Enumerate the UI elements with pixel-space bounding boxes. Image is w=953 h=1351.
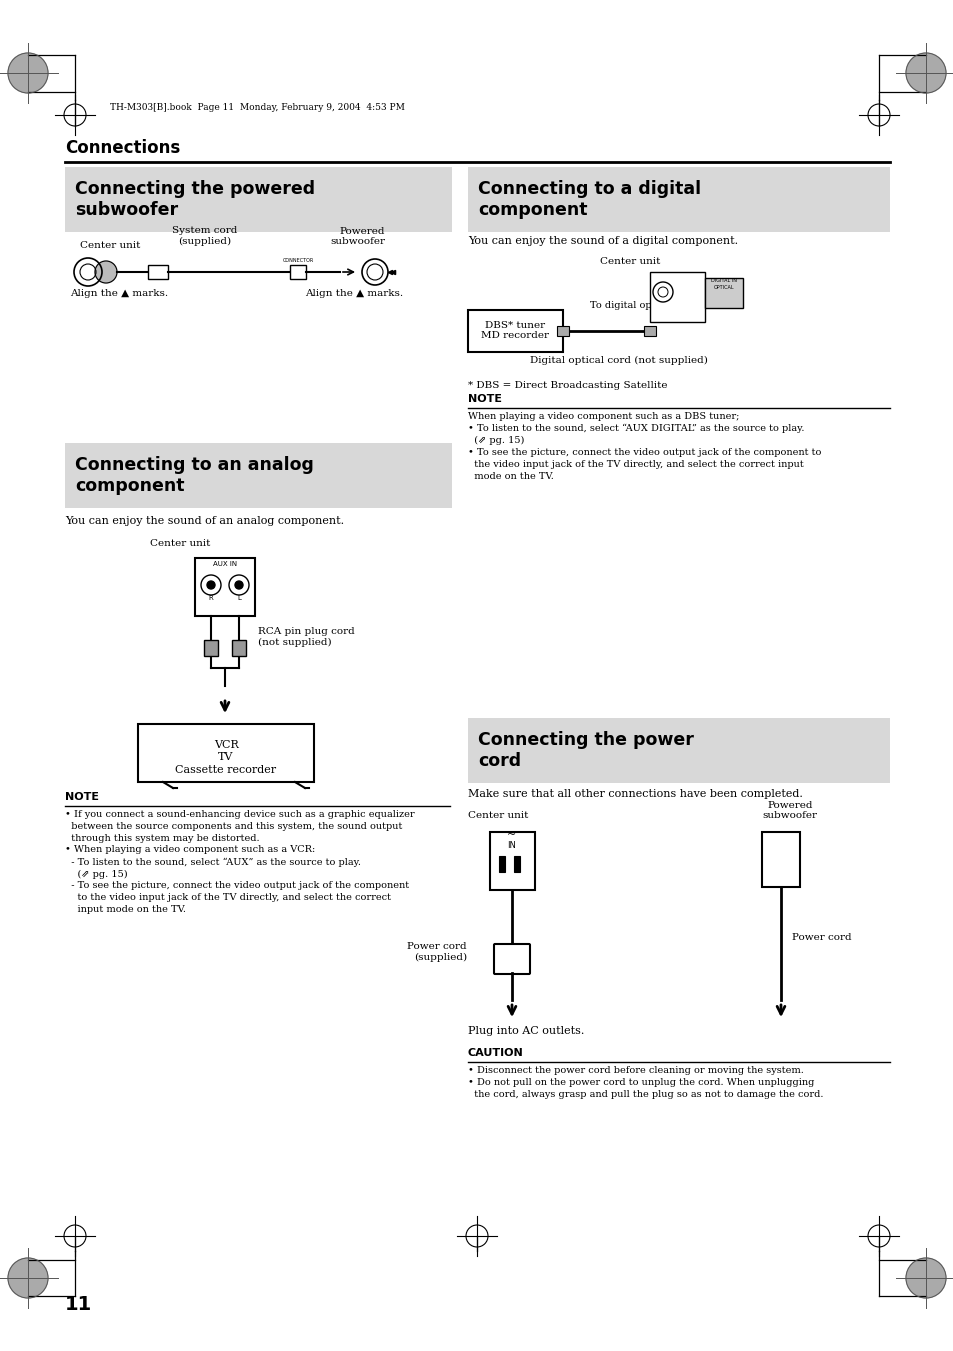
FancyBboxPatch shape <box>468 168 889 232</box>
Text: DIGITAL IN: DIGITAL IN <box>710 278 737 282</box>
Text: Power cord: Power cord <box>791 934 851 942</box>
FancyBboxPatch shape <box>65 443 452 508</box>
Text: Powered
subwoofer: Powered subwoofer <box>761 801 817 820</box>
FancyBboxPatch shape <box>194 558 254 616</box>
Text: Connecting to an analog
component: Connecting to an analog component <box>75 455 314 496</box>
FancyBboxPatch shape <box>65 168 452 232</box>
FancyBboxPatch shape <box>761 832 800 888</box>
FancyBboxPatch shape <box>138 724 314 782</box>
Text: Connecting the power
cord: Connecting the power cord <box>477 731 693 770</box>
FancyBboxPatch shape <box>290 265 306 280</box>
Text: • Disconnect the power cord before cleaning or moving the system.
• Do not pull : • Disconnect the power cord before clean… <box>468 1066 822 1098</box>
Text: Make sure that all other connections have been completed.: Make sure that all other connections hav… <box>468 789 802 798</box>
FancyBboxPatch shape <box>643 326 656 336</box>
FancyBboxPatch shape <box>490 832 535 890</box>
Text: You can enjoy the sound of a digital component.: You can enjoy the sound of a digital com… <box>468 236 738 246</box>
Text: TH-M303[B].book  Page 11  Monday, February 9, 2004  4:53 PM: TH-M303[B].book Page 11 Monday, February… <box>110 103 404 112</box>
FancyBboxPatch shape <box>468 309 562 353</box>
Text: To digital optical output: To digital optical output <box>589 301 708 309</box>
Text: Digital optical cord (not supplied): Digital optical cord (not supplied) <box>530 355 707 365</box>
Text: Plug into AC outlets.: Plug into AC outlets. <box>468 1025 584 1036</box>
Text: Connecting to a digital
component: Connecting to a digital component <box>477 180 700 219</box>
FancyBboxPatch shape <box>557 326 568 336</box>
Text: 11: 11 <box>65 1296 92 1315</box>
FancyBboxPatch shape <box>204 640 218 657</box>
Text: ~: ~ <box>507 830 517 840</box>
Text: CAUTION: CAUTION <box>468 1048 523 1058</box>
Text: OPTICAL: OPTICAL <box>713 285 734 290</box>
FancyBboxPatch shape <box>498 857 504 871</box>
FancyBboxPatch shape <box>148 265 168 280</box>
FancyBboxPatch shape <box>494 944 530 974</box>
FancyBboxPatch shape <box>704 278 742 308</box>
Text: VCR
TV
Cassette recorder: VCR TV Cassette recorder <box>175 740 276 775</box>
Circle shape <box>234 581 243 589</box>
Text: AUX IN: AUX IN <box>213 561 236 567</box>
Circle shape <box>905 53 945 93</box>
FancyBboxPatch shape <box>514 857 519 871</box>
Text: Connecting the powered
subwoofer: Connecting the powered subwoofer <box>75 180 314 219</box>
Circle shape <box>207 581 214 589</box>
FancyBboxPatch shape <box>468 717 889 784</box>
Circle shape <box>8 53 48 93</box>
Text: Connections: Connections <box>65 139 180 157</box>
Text: NOTE: NOTE <box>65 792 99 802</box>
Text: NOTE: NOTE <box>468 394 501 404</box>
Text: DBS* tuner
MD recorder: DBS* tuner MD recorder <box>480 322 548 340</box>
Text: Center unit: Center unit <box>80 240 140 250</box>
FancyBboxPatch shape <box>649 272 704 322</box>
Text: RCA pin plug cord
(not supplied): RCA pin plug cord (not supplied) <box>257 627 355 647</box>
Text: * DBS = Direct Broadcasting Satellite: * DBS = Direct Broadcasting Satellite <box>468 381 667 390</box>
Text: Center unit: Center unit <box>599 257 659 266</box>
Text: Powered
subwoofer: Powered subwoofer <box>330 227 385 246</box>
Circle shape <box>8 1258 48 1298</box>
Text: System cord
(supplied): System cord (supplied) <box>172 227 237 246</box>
Circle shape <box>905 1258 945 1298</box>
Text: You can enjoy the sound of an analog component.: You can enjoy the sound of an analog com… <box>65 516 344 526</box>
Text: When playing a video component such as a DBS tuner;
• To listen to the sound, se: When playing a video component such as a… <box>468 412 821 481</box>
Text: L: L <box>236 594 241 601</box>
Circle shape <box>95 261 117 282</box>
Text: Align the ▲ marks.: Align the ▲ marks. <box>70 289 168 299</box>
Text: R: R <box>209 594 213 601</box>
FancyBboxPatch shape <box>232 640 246 657</box>
Text: IN: IN <box>507 842 516 850</box>
Text: CONNECTOR: CONNECTOR <box>282 258 314 263</box>
Text: • If you connect a sound-enhancing device such as a graphic equalizer
  between : • If you connect a sound-enhancing devic… <box>65 811 415 915</box>
Text: Align the ▲ marks.: Align the ▲ marks. <box>305 289 403 299</box>
Text: Power cord
(supplied): Power cord (supplied) <box>407 943 467 962</box>
Text: Center unit: Center unit <box>468 811 528 820</box>
Text: Center unit: Center unit <box>150 539 211 549</box>
